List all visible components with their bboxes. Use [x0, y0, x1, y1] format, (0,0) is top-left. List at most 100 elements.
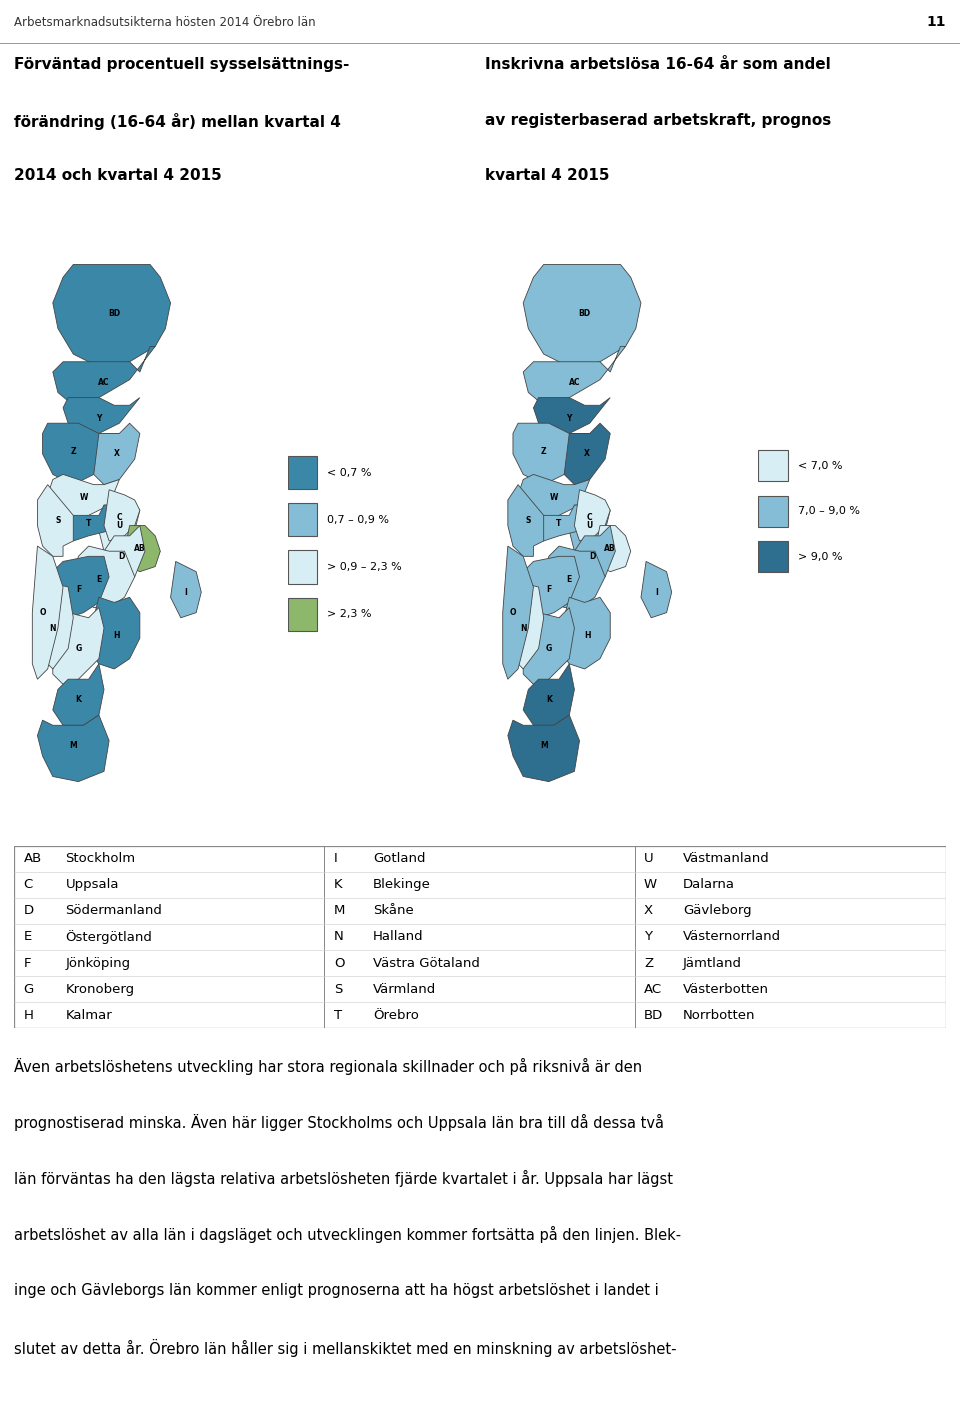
Text: Västerbotten: Västerbotten: [683, 983, 769, 995]
Text: T: T: [334, 1008, 342, 1021]
Polygon shape: [125, 525, 160, 571]
Text: X: X: [644, 904, 653, 917]
Text: Jönköping: Jönköping: [65, 957, 131, 970]
Text: D: D: [24, 904, 34, 917]
Text: > 9,0 %: > 9,0 %: [798, 551, 842, 562]
Polygon shape: [518, 474, 589, 521]
Text: Z: Z: [70, 447, 76, 456]
Polygon shape: [171, 561, 202, 618]
Text: W: W: [80, 493, 87, 501]
Text: H: H: [113, 631, 120, 641]
Text: X: X: [114, 450, 120, 459]
Text: AB: AB: [134, 544, 146, 553]
Text: G: G: [24, 983, 34, 995]
Text: Z: Z: [644, 957, 653, 970]
Text: 0,7 – 0,9 %: 0,7 – 0,9 %: [327, 515, 389, 525]
Text: X: X: [585, 450, 590, 459]
Text: Värmland: Värmland: [372, 983, 436, 995]
Text: inge och Gävleborgs län kommer enligt prognoserna att ha högst arbetslöshet i la: inge och Gävleborgs län kommer enligt pr…: [14, 1283, 660, 1297]
Text: F: F: [546, 585, 551, 594]
Text: H: H: [24, 1008, 34, 1021]
Polygon shape: [508, 484, 543, 557]
Text: Även arbetslöshetens utveckling har stora regionala skillnader och på riksnivå ä: Även arbetslöshetens utveckling har stor…: [14, 1058, 642, 1075]
Text: förändring (16-64 år) mellan kvartal 4: förändring (16-64 år) mellan kvartal 4: [14, 112, 341, 130]
Text: Z: Z: [540, 447, 546, 456]
Text: N: N: [334, 930, 344, 944]
Text: C: C: [24, 879, 33, 891]
Bar: [288, 598, 318, 631]
Text: C: C: [116, 514, 122, 523]
Bar: [288, 503, 318, 537]
Text: AB: AB: [24, 853, 42, 866]
Polygon shape: [508, 715, 580, 782]
Text: AB: AB: [605, 544, 616, 553]
Text: > 0,9 – 2,3 %: > 0,9 – 2,3 %: [327, 562, 402, 572]
Polygon shape: [73, 545, 134, 608]
Text: E: E: [24, 930, 32, 944]
Text: M: M: [69, 742, 77, 750]
Polygon shape: [42, 423, 119, 484]
Text: U: U: [587, 521, 593, 530]
Text: Dalarna: Dalarna: [683, 879, 735, 891]
Bar: [758, 541, 788, 572]
Polygon shape: [53, 608, 104, 685]
Text: Kronoberg: Kronoberg: [65, 983, 134, 995]
Text: > 2,3 %: > 2,3 %: [327, 609, 372, 619]
Text: N: N: [50, 624, 56, 632]
Text: Västra Götaland: Västra Götaland: [372, 957, 480, 970]
Text: AC: AC: [568, 377, 580, 387]
Text: Arbetsmarknadsutsikterna hösten 2014 Örebro län: Arbetsmarknadsutsikterna hösten 2014 Öre…: [14, 16, 316, 28]
Text: K: K: [334, 879, 343, 891]
Text: E: E: [566, 575, 572, 584]
Text: Inskrivna arbetslösa 16-64 år som andel: Inskrivna arbetslösa 16-64 år som andel: [485, 57, 830, 73]
Polygon shape: [99, 500, 140, 551]
Text: < 0,7 %: < 0,7 %: [327, 467, 372, 477]
Polygon shape: [518, 557, 580, 618]
Text: kvartal 4 2015: kvartal 4 2015: [485, 168, 610, 184]
Text: O: O: [39, 608, 46, 617]
Text: U: U: [644, 853, 654, 866]
Text: I: I: [334, 853, 338, 866]
Text: D: D: [589, 553, 595, 561]
Polygon shape: [88, 597, 140, 669]
Polygon shape: [574, 525, 615, 582]
Text: < 7,0 %: < 7,0 %: [798, 460, 842, 471]
Text: I: I: [655, 588, 658, 597]
Text: G: G: [545, 644, 552, 654]
Text: D: D: [119, 553, 125, 561]
Text: F: F: [24, 957, 32, 970]
Text: BD: BD: [579, 309, 590, 318]
Polygon shape: [523, 664, 574, 725]
Text: G: G: [75, 644, 82, 654]
Text: I: I: [184, 588, 187, 597]
Polygon shape: [53, 265, 171, 367]
Text: AC: AC: [644, 983, 662, 995]
Bar: [758, 450, 788, 481]
Text: Stockholm: Stockholm: [65, 853, 135, 866]
Text: Norrbotten: Norrbotten: [683, 1008, 756, 1021]
Text: K: K: [76, 695, 82, 705]
Polygon shape: [53, 346, 156, 406]
Text: H: H: [584, 631, 590, 641]
Polygon shape: [48, 474, 119, 521]
Polygon shape: [559, 597, 611, 669]
Text: Västmanland: Västmanland: [683, 853, 770, 866]
Text: S: S: [526, 515, 531, 525]
Polygon shape: [37, 715, 109, 782]
Text: O: O: [334, 957, 345, 970]
Polygon shape: [523, 346, 626, 406]
Text: Y: Y: [96, 413, 102, 423]
Text: U: U: [116, 521, 123, 530]
Text: arbetslöshet av alla län i dagsläget och utvecklingen kommer fortsätta på den li: arbetslöshet av alla län i dagsläget och…: [14, 1226, 682, 1243]
Text: M: M: [540, 742, 547, 750]
Bar: [288, 550, 318, 584]
Polygon shape: [534, 506, 589, 541]
Text: Skåne: Skåne: [372, 904, 414, 917]
Polygon shape: [37, 484, 73, 557]
Polygon shape: [574, 490, 611, 541]
Text: Y: Y: [644, 930, 652, 944]
Text: slutet av detta år. Örebro län håller sig i mellanskiktet med en minskning av ar: slutet av detta år. Örebro län håller si…: [14, 1339, 677, 1357]
Text: M: M: [334, 904, 346, 917]
Text: 11: 11: [926, 16, 946, 28]
Polygon shape: [503, 545, 534, 679]
